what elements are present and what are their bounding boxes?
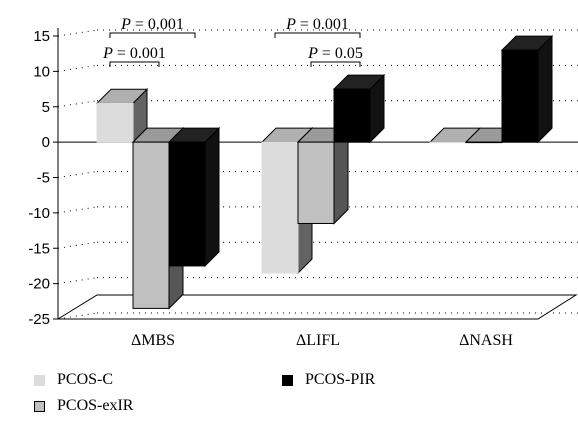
gridline-side — [57, 312, 98, 320]
category-labels: ΔMBS ΔLIFL ΔNASH — [131, 332, 513, 349]
bracket-line — [109, 61, 160, 67]
significance-bracket: P = 0.001 — [274, 16, 361, 38]
bracket-line — [274, 32, 361, 38]
category-label: ΔLIFL — [296, 332, 340, 349]
bar-front — [297, 141, 335, 224]
y-tick-label: -5 — [37, 170, 50, 187]
y-tick-label: -25 — [28, 311, 50, 328]
significance-annotations: P = 0.001 P = 0.001 P = 0.001 P = 0.05 — [102, 16, 363, 67]
gridline-side — [57, 171, 98, 178]
p-value-label: P = 0.05 — [307, 45, 363, 62]
chart-floor — [56, 294, 578, 320]
bar-front — [96, 102, 134, 143]
bars — [95, 34, 554, 310]
y-tick-label: 0 — [42, 134, 50, 151]
gridline-side — [57, 241, 98, 249]
y-tick-label: 10 — [33, 63, 50, 80]
bar-pcos-pir-0 — [167, 126, 221, 268]
bar-front — [333, 88, 371, 143]
significance-bracket: P = 0.001 — [109, 16, 196, 38]
y-tick-label: -15 — [28, 240, 50, 257]
p-value-label: P = 0.001 — [285, 16, 349, 33]
bar-front — [132, 141, 170, 309]
p-value-label: P = 0.001 — [120, 16, 184, 33]
bar-pcos-pir-1 — [332, 73, 386, 144]
gridline-side — [57, 64, 98, 72]
y-tick-label: 15 — [33, 28, 50, 45]
gridline-side — [57, 206, 98, 214]
bar-front — [168, 141, 206, 267]
gridline-side — [57, 29, 98, 37]
p-value-label: P = 0.001 — [102, 45, 166, 62]
gridline-side — [57, 100, 98, 108]
y-tick-label: 5 — [42, 99, 50, 116]
significance-bracket: P = 0.001 — [102, 45, 166, 67]
significance-bracket: P = 0.05 — [307, 45, 363, 67]
bar-side — [204, 126, 220, 268]
bar-front — [465, 141, 503, 144]
bar-front — [501, 49, 539, 143]
bar-pcos-pir-2 — [500, 34, 554, 144]
category-label: ΔMBS — [131, 332, 175, 349]
gridline-side — [57, 277, 98, 285]
bar-front — [429, 141, 467, 144]
category-label: ΔNASH — [459, 332, 513, 349]
floor-outline — [56, 294, 578, 320]
y-tick-label: -20 — [28, 276, 50, 293]
bracket-line — [310, 61, 361, 67]
bar-pcos-c-0 — [95, 88, 149, 144]
bar-side — [537, 34, 553, 144]
bar-front — [261, 141, 299, 274]
y-tick-label: -10 — [28, 205, 50, 222]
bracket-line — [109, 32, 196, 38]
